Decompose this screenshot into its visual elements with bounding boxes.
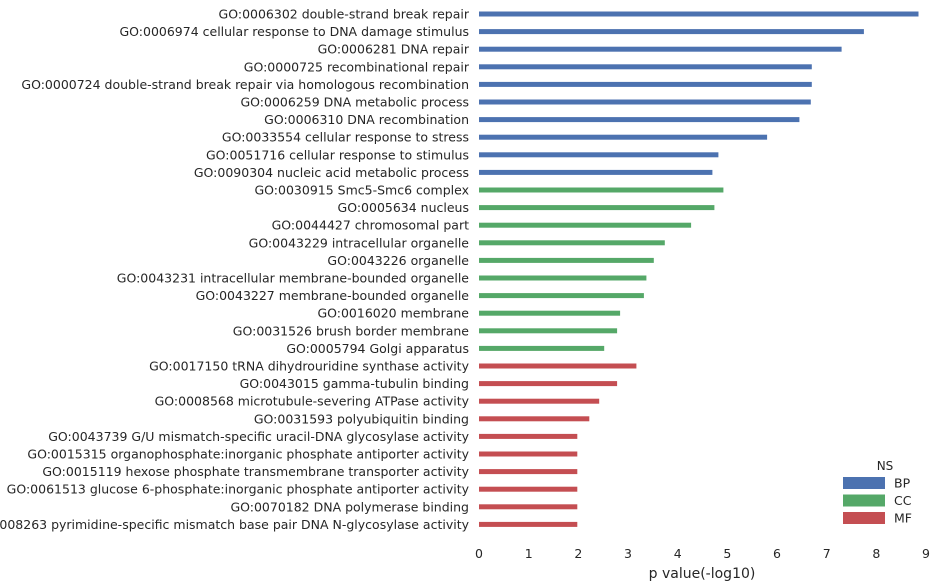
category-label: GO:0006302 double-strand break repair <box>219 7 470 22</box>
bar-bp <box>479 169 713 175</box>
category-label: GO:0008568 microtubule-severing ATPase a… <box>155 394 470 409</box>
bar-mf <box>479 521 578 527</box>
bar-cc <box>479 293 644 299</box>
bar-cc <box>479 275 647 281</box>
category-label: GO:0005794 Golgi apparatus <box>286 341 469 356</box>
category-label: GO:0043226 organelle <box>327 253 469 268</box>
category-label: GO:0043231 intracellular membrane-bounde… <box>117 271 470 286</box>
bar-cc <box>479 240 665 246</box>
bar-cc <box>479 222 692 228</box>
x-axis-label: p value(-log10) <box>649 566 756 582</box>
bar-bp <box>479 64 812 70</box>
category-label: GO:0061513 glucose 6-phosphate:inorganic… <box>7 482 470 497</box>
bar-bp <box>479 99 811 105</box>
x-tick-label: 8 <box>872 546 880 561</box>
legend: NS BP CC MF <box>843 459 912 526</box>
legend-swatch <box>843 494 885 507</box>
category-label: GO:0043015 gamma-tubulin binding <box>240 376 469 391</box>
bar-bp <box>479 117 800 123</box>
bar-bp <box>479 81 812 87</box>
bar-cc <box>479 328 618 334</box>
category-label: GO:0006281 DNA repair <box>318 42 470 57</box>
category-label: GO:0005634 nucleus <box>338 200 469 215</box>
x-tick-label: 4 <box>674 546 682 561</box>
legend-label: MF <box>894 511 912 526</box>
bar-bp <box>479 152 719 158</box>
bar-cc <box>479 205 715 211</box>
legend-label: BP <box>894 476 911 491</box>
bar-bp <box>479 11 919 17</box>
bar-group <box>479 11 919 527</box>
category-label: GO:0070182 DNA polymerase binding <box>230 499 469 514</box>
bar-mf <box>479 398 600 404</box>
bar-cc <box>479 345 605 351</box>
x-tick-label: 6 <box>773 546 781 561</box>
category-label: GO:0090304 nucleic acid metabolic proces… <box>194 165 469 180</box>
bar-mf <box>479 451 578 457</box>
category-label: GO:0031593 polyubiquitin binding <box>254 411 469 426</box>
category-label: GO:0008263 pyrimidine-specific mismatch … <box>0 517 470 532</box>
category-label: GO:0043229 intracellular organelle <box>249 235 470 250</box>
category-label: GO:0051716 cellular response to stimulus <box>206 147 469 162</box>
category-labels: GO:0006302 double-strand break repair GO:… <box>0 7 470 532</box>
bar-mf <box>479 416 590 422</box>
category-label: GO:0043739 G/U mismatch-specific uracil-… <box>48 429 469 444</box>
x-tick-label: 0 <box>475 546 483 561</box>
legend-title: NS <box>877 459 894 473</box>
bar-cc <box>479 187 724 193</box>
bar-mf <box>479 433 578 439</box>
category-label: GO:0015119 hexose phosphate transmembran… <box>42 464 469 479</box>
legend-swatch <box>843 477 885 489</box>
x-tick-label: 9 <box>922 546 930 561</box>
x-tick-labels: 0 1 2 3 4 5 6 7 8 9 <box>475 546 930 561</box>
legend-swatch <box>843 512 885 524</box>
x-tick-label: 3 <box>624 546 632 561</box>
bar-mf <box>479 363 637 369</box>
category-label: GO:0006259 DNA metabolic process <box>241 95 470 110</box>
category-label: GO:0006310 DNA recombination <box>264 112 469 127</box>
x-tick-label: 7 <box>823 546 831 561</box>
x-tick-label: 5 <box>723 546 731 561</box>
bar-mf <box>479 469 578 475</box>
bar-mf <box>479 504 578 510</box>
bar-bp <box>479 29 864 35</box>
category-label: GO:0017150 tRNA dihydrouridine synthase … <box>149 359 469 374</box>
category-label: GO:0015315 organophosphate:inorganic pho… <box>27 447 469 462</box>
category-label: GO:0000724 double-strand break repair vi… <box>21 77 469 92</box>
x-tick-label: 2 <box>574 546 582 561</box>
bar-bp <box>479 134 768 140</box>
category-label: GO:0044427 chromosomal part <box>272 218 469 233</box>
category-label: GO:0000725 recombinational repair <box>244 59 470 74</box>
bar-bp <box>479 46 842 52</box>
bar-mf <box>479 381 618 387</box>
bar-cc <box>479 257 654 263</box>
category-label: GO:0006974 cellular response to DNA dama… <box>119 24 469 39</box>
category-label: GO:0030915 Smc5-Smc6 complex <box>255 183 470 198</box>
bar-mf <box>479 486 578 492</box>
bar-cc <box>479 310 621 316</box>
category-label: GO:0016020 membrane <box>317 306 469 321</box>
x-tick-label: 1 <box>525 546 533 561</box>
category-label: GO:0031526 brush border membrane <box>233 323 470 338</box>
category-label: GO:0033554 cellular response to stress <box>222 130 469 145</box>
category-label: GO:0043227 membrane-bounded organelle <box>196 288 470 303</box>
legend-label: CC <box>894 493 912 508</box>
